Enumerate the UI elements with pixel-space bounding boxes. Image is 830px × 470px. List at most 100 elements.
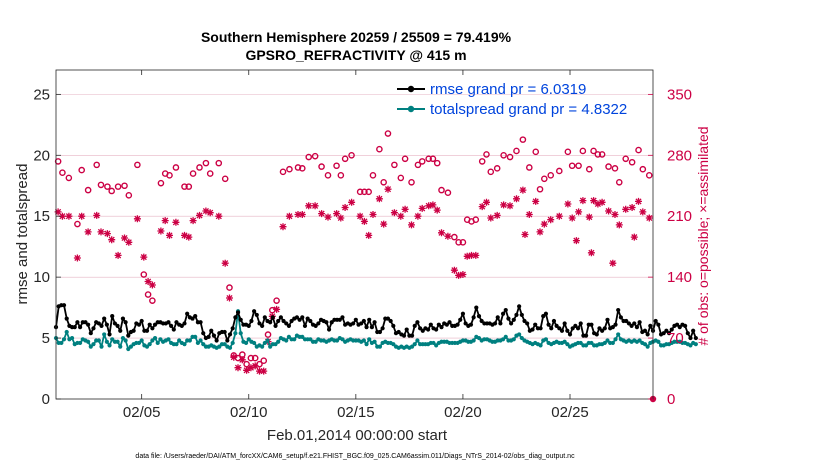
obs-assimilated-glyph <box>189 217 197 225</box>
obs-assimilated-point-91 <box>564 200 572 208</box>
rmse-point-8 <box>75 320 80 325</box>
obs-possible-point-77 <box>478 158 486 165</box>
totalspread-point-9 <box>77 340 83 346</box>
obs-assimilated-point-13 <box>133 215 141 223</box>
obs-assimilated-glyph <box>243 366 251 374</box>
rmse-point-98 <box>316 321 321 326</box>
obs-possible-point-97 <box>594 151 602 158</box>
obs-assimilated-glyph <box>103 230 111 238</box>
rmse-point-122 <box>380 326 385 331</box>
totalspread-point-67 <box>233 331 238 336</box>
obs-assimilated-point-98 <box>598 198 606 206</box>
totalspread-point-196 <box>578 340 583 346</box>
obs-possible-point-50 <box>337 172 345 179</box>
obs-assimilated-point-24 <box>196 211 203 219</box>
totalspread-point-158 <box>476 335 482 341</box>
obs-assimilated-glyph <box>401 205 409 213</box>
totalspread-point-42 <box>166 337 171 342</box>
obs-assimilated-glyph <box>444 232 452 240</box>
totalspread-point-37 <box>152 335 158 341</box>
obs-assimilated-glyph <box>285 212 293 220</box>
totalspread-point-16 <box>96 338 101 343</box>
x-axis-label: Feb.01,2014 00:00:00 start <box>267 427 448 444</box>
obs-assimilated-point-45 <box>305 202 313 210</box>
obs-assimilated-glyph <box>429 201 437 209</box>
obs-assimilated-glyph <box>185 233 193 241</box>
obs-assimilated-point-58 <box>380 220 388 228</box>
rmse-point-186 <box>551 318 557 324</box>
totalspread-point-105 <box>334 338 340 343</box>
obs-assimilated-point-33 <box>243 366 251 374</box>
obs-assimilated-point-95 <box>585 213 593 221</box>
totalspread-point-171 <box>511 337 516 342</box>
rmse-point-106 <box>337 317 342 322</box>
rmse-point-131 <box>404 327 409 332</box>
obs-assimilated-glyph <box>157 227 165 235</box>
obs-assimilated-glyph <box>144 278 152 285</box>
obs-possible-point-102 <box>622 155 629 163</box>
rmse-point-45 <box>174 320 179 325</box>
obs-assimilated-point-51 <box>341 204 349 211</box>
obs-possible-point-40 <box>273 297 280 304</box>
obs-assimilated-glyph <box>360 217 368 225</box>
obs-possible-point-49 <box>333 162 340 170</box>
rmse-point-220 <box>642 328 648 333</box>
obs-assimilated-point-72 <box>455 271 463 279</box>
obs-assimilated-point-110 <box>572 237 580 245</box>
obs-assimilated-glyph <box>609 259 617 267</box>
obs-possible-point-94 <box>579 147 587 155</box>
y-tick-label-0: 0 <box>42 391 50 408</box>
obs-assimilated-glyph <box>196 211 203 219</box>
rmse-point-130 <box>401 333 407 338</box>
obs-assimilated-glyph <box>356 212 364 220</box>
obs-possible-point-20 <box>172 164 180 171</box>
obs-possible-point-8 <box>104 183 111 190</box>
obs-assimilated-glyph <box>635 197 642 205</box>
obs-assimilated-glyph <box>433 206 441 214</box>
obs-assimilated-point-62 <box>401 205 409 213</box>
rmse-point-51 <box>190 316 195 321</box>
obs-assimilated-point-19 <box>166 231 173 239</box>
rmse-point-178 <box>530 327 535 332</box>
rmse-point-152 <box>460 311 466 316</box>
obs-possible-point-84 <box>519 136 527 143</box>
rmse-point-18 <box>102 316 107 321</box>
obs-possible-point-6 <box>93 161 100 169</box>
totalspread-point-107 <box>340 337 345 342</box>
obs-possible-point-10 <box>114 183 122 190</box>
obs-possible-point-24 <box>196 164 203 171</box>
rmse-point-114 <box>359 321 364 326</box>
y-right-tick-label-2: 140 <box>667 269 692 286</box>
rmse-point-3 <box>61 303 67 308</box>
totalspread-point-13 <box>88 344 93 349</box>
rmse-point-26 <box>123 320 128 325</box>
obs-assimilated-glyph <box>108 236 116 244</box>
rmse-point-140 <box>428 322 433 327</box>
obs-possible-point-105 <box>639 165 647 173</box>
obs-assimilated-glyph <box>234 364 242 372</box>
rmse-point-84 <box>278 315 283 320</box>
totalspread-point-218 <box>637 338 642 343</box>
obs-possible-point-78 <box>483 151 490 158</box>
obs-assimilated-point-23 <box>189 217 197 225</box>
rmse-point-217 <box>634 325 640 330</box>
totalspread-point-74 <box>252 340 257 346</box>
obs-assimilated-point-76 <box>472 251 480 259</box>
obs-assimilated-glyph <box>506 202 514 210</box>
totalspread-point-69 <box>238 331 243 336</box>
rmse-point-66 <box>230 326 235 331</box>
plot-frame <box>55 69 654 400</box>
obs-possible-point-52 <box>348 151 355 159</box>
rmse-point-222 <box>648 323 653 328</box>
rmse-point-195 <box>575 326 581 331</box>
rmse-point-228 <box>664 328 669 333</box>
rmse-point-69 <box>238 317 243 322</box>
totalspread-point-14 <box>91 342 96 347</box>
rmse-point-49 <box>185 311 190 316</box>
totalspread-point-173 <box>517 332 522 337</box>
obs-possible-point-54 <box>361 188 368 196</box>
totalspread-point-92 <box>300 334 305 339</box>
obs-possible-point-59 <box>384 130 392 137</box>
rmse-point-90 <box>294 315 300 320</box>
obs-assimilated-point-0 <box>54 208 62 216</box>
